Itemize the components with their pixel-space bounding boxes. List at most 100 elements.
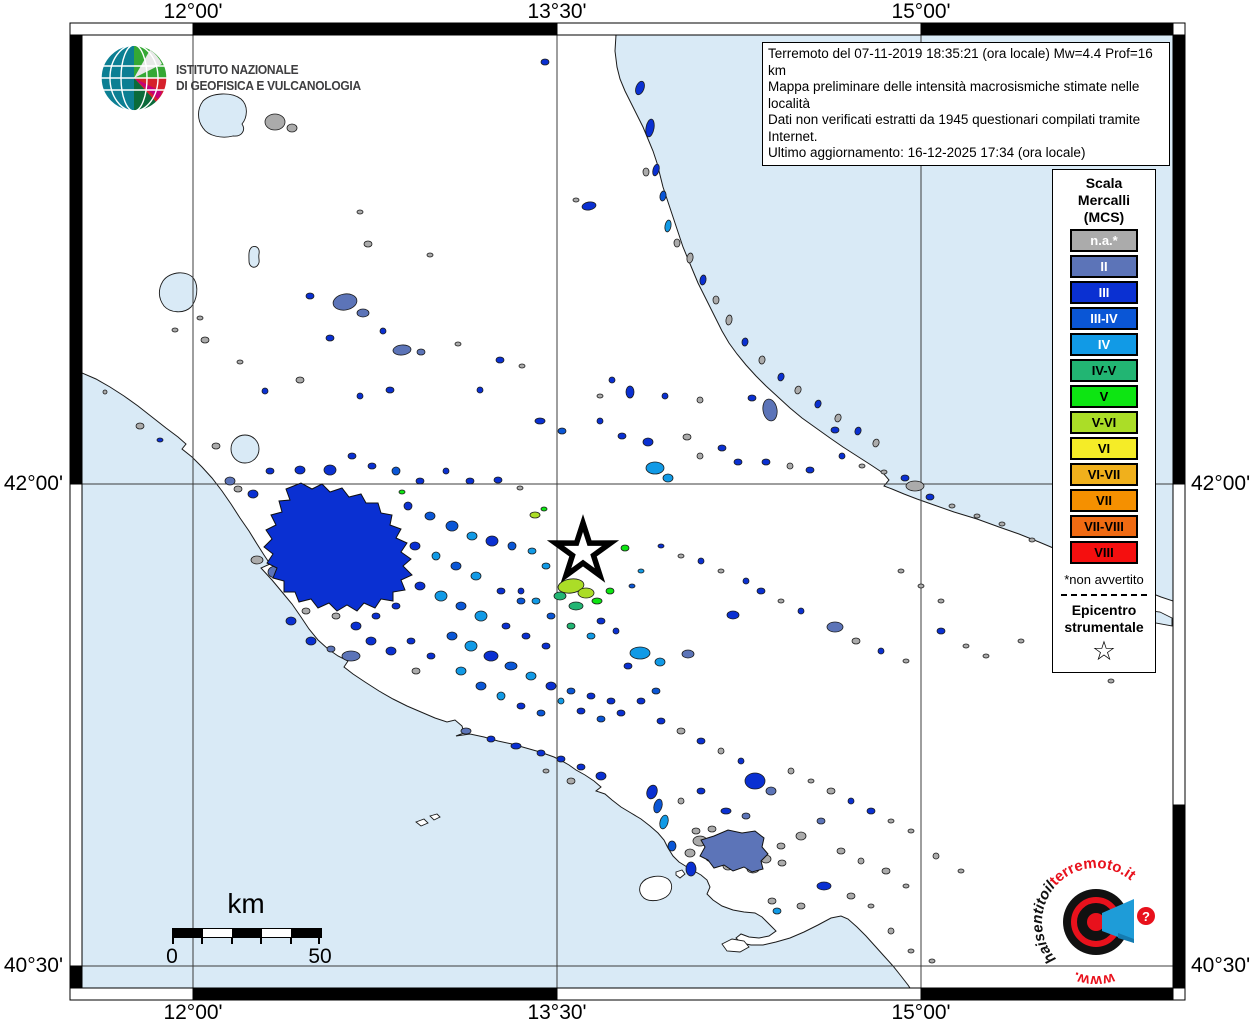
locality-dot bbox=[681, 649, 695, 659]
legend-item-viii: VIII bbox=[1070, 541, 1138, 564]
locality-dot bbox=[577, 587, 595, 599]
locality-dot bbox=[510, 742, 522, 750]
locality-dot bbox=[697, 557, 705, 565]
locality-dot bbox=[501, 622, 511, 630]
locality-dot bbox=[171, 327, 179, 333]
legend-item-n-a-: n.a.* bbox=[1070, 229, 1138, 252]
locality-dot bbox=[576, 707, 586, 715]
locality-dot bbox=[625, 385, 635, 399]
locality-dot bbox=[717, 568, 725, 574]
locality-dot bbox=[814, 399, 822, 409]
locality-dot bbox=[247, 489, 259, 499]
locality-dot bbox=[295, 376, 305, 384]
legend-item-vi-vii: VI-VII bbox=[1070, 463, 1138, 486]
locality-dot bbox=[495, 356, 505, 364]
locality-dot bbox=[454, 341, 462, 347]
locality-dot bbox=[858, 463, 866, 469]
legend-swatch: III-IV bbox=[1070, 307, 1138, 330]
locality-dot bbox=[652, 163, 660, 177]
axis-label-left-42: 42°00' bbox=[3, 472, 63, 495]
locality-dot bbox=[455, 601, 467, 611]
locality-dot bbox=[677, 553, 685, 559]
info-line-event: Terremoto del 07-11-2019 18:35:21 (ora l… bbox=[768, 46, 1153, 78]
legend-title-line1: Scala bbox=[1085, 175, 1123, 191]
locality-dot bbox=[446, 631, 458, 641]
locality-dot bbox=[347, 452, 357, 460]
locality-dot bbox=[285, 616, 297, 626]
locality-dot bbox=[196, 315, 204, 321]
locality-dot bbox=[851, 637, 861, 645]
locality-dot bbox=[250, 555, 264, 565]
map-frame-segment bbox=[69, 987, 194, 1001]
locality-dot bbox=[973, 513, 981, 519]
locality-dot bbox=[900, 474, 910, 482]
locality-dot bbox=[261, 387, 269, 395]
locality-dot bbox=[518, 363, 526, 369]
locality-dot bbox=[642, 167, 650, 177]
locality-dot bbox=[504, 661, 518, 671]
locality-dot bbox=[450, 561, 462, 571]
locality-dot bbox=[902, 883, 910, 889]
ingv-globe-logo bbox=[100, 44, 168, 112]
scalebar-unit-label: km bbox=[227, 888, 265, 919]
locality-dot bbox=[747, 394, 757, 402]
locality-dot bbox=[474, 610, 488, 622]
locality-dot bbox=[465, 477, 475, 485]
locality-dot bbox=[521, 632, 531, 640]
locality-dot bbox=[741, 812, 751, 820]
locality-dot bbox=[696, 396, 704, 404]
locality-dot bbox=[936, 627, 946, 635]
locality-dot bbox=[326, 645, 336, 653]
locality-dot bbox=[264, 113, 286, 131]
locality-dot bbox=[646, 784, 658, 800]
locality-dot bbox=[982, 653, 990, 659]
mercalli-legend: Scala Mercalli (MCS) n.a.* II III III-IV IV I… bbox=[1052, 169, 1156, 673]
locality-dot bbox=[233, 485, 243, 493]
locality-dot bbox=[846, 892, 856, 900]
locality-dot bbox=[568, 601, 584, 611]
scalebar-tick bbox=[290, 938, 292, 944]
map-frame-segment bbox=[69, 22, 194, 36]
locality-dot bbox=[596, 393, 604, 399]
locality-dot bbox=[531, 597, 541, 605]
locality-dot bbox=[684, 848, 696, 858]
locality-dot bbox=[403, 501, 413, 511]
ingv-logo-line1: ISTITUTO NAZIONALE bbox=[176, 62, 299, 77]
locality-dot bbox=[411, 667, 421, 675]
legend-swatch: VII-VIII bbox=[1070, 515, 1138, 538]
locality-dot bbox=[612, 627, 620, 635]
scalebar-tick bbox=[172, 938, 174, 944]
locality-dot bbox=[460, 727, 472, 735]
locality-dot bbox=[485, 535, 499, 547]
locality-dot bbox=[493, 476, 503, 484]
locality-dot bbox=[720, 807, 732, 815]
locality-dot bbox=[516, 597, 526, 605]
map-frame-segment bbox=[192, 987, 558, 1001]
locality-dot bbox=[696, 787, 706, 795]
locality-dot bbox=[367, 462, 377, 470]
locality-dot bbox=[553, 591, 567, 601]
locality-dot bbox=[608, 376, 616, 384]
locality-dot bbox=[902, 658, 910, 664]
locality-dot bbox=[887, 927, 895, 935]
locality-dot bbox=[887, 818, 895, 824]
locality-dot bbox=[744, 772, 766, 790]
locality-dot bbox=[475, 681, 487, 691]
legend-item-v-vi: V-VI bbox=[1070, 411, 1138, 434]
locality-dot bbox=[836, 847, 846, 855]
locality-dot bbox=[576, 763, 586, 771]
locality-dot bbox=[464, 640, 478, 652]
locality-dot bbox=[767, 897, 777, 905]
locality-dot bbox=[623, 662, 633, 670]
locality-dot bbox=[629, 646, 651, 660]
locality-dot bbox=[325, 334, 335, 342]
locality-dot bbox=[379, 327, 387, 335]
locality-dot bbox=[957, 868, 965, 874]
locality-dot bbox=[596, 617, 606, 625]
locality-dot bbox=[717, 747, 725, 755]
locality-dot bbox=[742, 577, 750, 585]
locality-dot bbox=[591, 597, 603, 605]
ingv-logo-line2: DI GEOFISICA E VULCANOLOGIA bbox=[176, 78, 361, 93]
locality-dot bbox=[455, 666, 467, 676]
locality-dot bbox=[557, 697, 565, 705]
